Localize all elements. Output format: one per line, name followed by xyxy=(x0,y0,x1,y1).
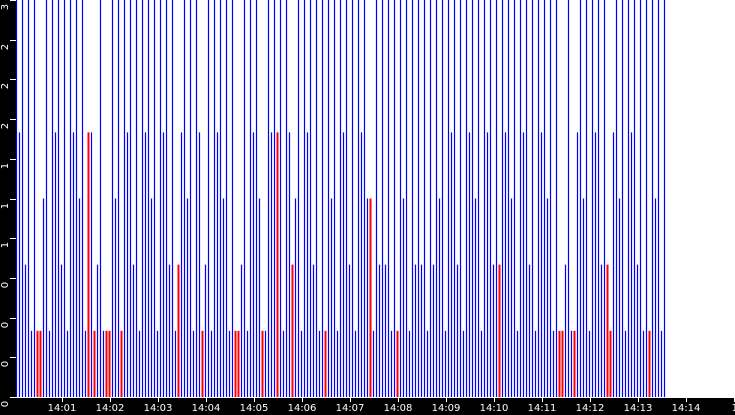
x-tick xyxy=(638,398,639,402)
x-tick-label: 14:01 xyxy=(47,403,77,414)
y-tick-label: 0 xyxy=(0,361,11,368)
y-tick-label: 0 xyxy=(0,281,11,289)
y-tick-label: 2 xyxy=(0,43,11,50)
y-tick-label: 3 xyxy=(0,3,11,11)
x-tick-label: 14:05 xyxy=(239,403,269,414)
y-tick xyxy=(10,119,16,121)
x-tick-label: 14:12 xyxy=(575,403,605,414)
x-tick-label: 14:09 xyxy=(431,403,461,414)
x-tick-label: 14:08 xyxy=(383,403,413,414)
y-tick-label: 2 xyxy=(0,122,11,130)
bar-chart-plot xyxy=(15,0,666,397)
x-tick-label: 14:03 xyxy=(143,403,173,414)
y-tick-label: 1 xyxy=(0,242,11,249)
y-axis xyxy=(0,0,16,415)
x-tick xyxy=(494,398,495,402)
x-tick-label: 14:14 xyxy=(671,403,701,414)
y-tick xyxy=(10,317,16,319)
x-tick-label: 14:11 xyxy=(527,403,557,414)
y-tick xyxy=(10,397,16,398)
y-tick xyxy=(10,0,16,1)
x-tick xyxy=(350,398,351,402)
x-tick-label: 14:04 xyxy=(191,403,221,414)
x-tick-label: 14:02 xyxy=(95,403,125,414)
y-tick-label: 1 xyxy=(0,202,11,209)
x-tick xyxy=(686,398,687,402)
y-tick xyxy=(10,238,16,240)
y-tick xyxy=(10,198,16,200)
x-tick xyxy=(254,398,255,402)
x-tick-label: 14:13 xyxy=(623,403,653,414)
x-tick xyxy=(302,398,303,402)
x-tick xyxy=(206,398,207,402)
x-tick xyxy=(398,398,399,402)
x-tick xyxy=(158,398,159,402)
y-tick-label: 1 xyxy=(0,162,11,169)
x-tick-label: 14 xyxy=(731,403,735,414)
x-tick xyxy=(446,398,447,402)
x-axis xyxy=(0,398,735,415)
x-tick xyxy=(62,398,63,402)
x-tick xyxy=(110,398,111,402)
y-tick-label: 0 xyxy=(0,321,11,328)
y-tick xyxy=(10,158,16,160)
y-tick-label: 2 xyxy=(0,83,11,90)
y-tick xyxy=(10,357,16,359)
x-tick xyxy=(542,398,543,402)
y-tick xyxy=(10,79,16,81)
x-tick xyxy=(590,398,591,402)
x-tick-label: 14:06 xyxy=(287,403,317,414)
x-tick-label: 14:10 xyxy=(479,403,509,414)
y-tick xyxy=(10,39,16,41)
y-tick-label: 0 xyxy=(0,400,11,408)
x-tick-label: 14:07 xyxy=(335,403,365,414)
y-tick xyxy=(10,277,16,279)
